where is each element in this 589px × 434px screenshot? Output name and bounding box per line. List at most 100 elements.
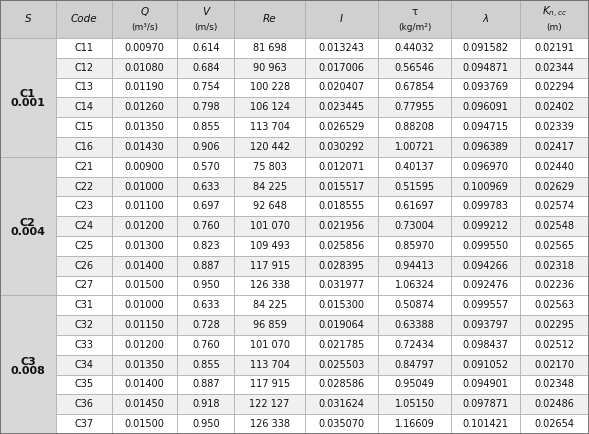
Text: 0.01100: 0.01100: [125, 201, 164, 211]
Text: 0.760: 0.760: [192, 340, 220, 350]
Bar: [177, 335, 234, 355]
Text: 0.02339: 0.02339: [535, 122, 574, 132]
Text: 0.094266: 0.094266: [462, 261, 508, 271]
Bar: [234, 157, 305, 177]
Bar: [56, 236, 111, 256]
Bar: [56, 97, 111, 117]
Text: 0.01350: 0.01350: [124, 360, 164, 370]
Bar: [56, 78, 111, 97]
Text: C35: C35: [74, 379, 93, 389]
Text: 0.094871: 0.094871: [462, 62, 508, 73]
Bar: [234, 38, 305, 58]
Text: 1.00721: 1.00721: [395, 142, 435, 152]
Text: 0.093769: 0.093769: [462, 82, 508, 92]
Bar: [520, 395, 589, 414]
Bar: [305, 335, 378, 355]
Text: 0.021956: 0.021956: [319, 221, 365, 231]
Text: 0.018555: 0.018555: [319, 201, 365, 211]
Text: 0.02512: 0.02512: [534, 340, 575, 350]
Text: 0.01000: 0.01000: [125, 300, 164, 310]
Bar: [451, 97, 520, 117]
Bar: [111, 355, 177, 375]
Bar: [451, 78, 520, 97]
Bar: [0, 296, 56, 434]
Text: 0.01190: 0.01190: [125, 82, 164, 92]
Bar: [305, 355, 378, 375]
Bar: [305, 0, 378, 38]
Text: 0.013243: 0.013243: [319, 43, 365, 53]
Text: (m/s): (m/s): [194, 23, 217, 32]
Bar: [305, 395, 378, 414]
Text: 122 127: 122 127: [250, 399, 290, 409]
Bar: [520, 157, 589, 177]
Text: 0.094901: 0.094901: [462, 379, 508, 389]
Bar: [111, 414, 177, 434]
Bar: [177, 157, 234, 177]
Bar: [451, 276, 520, 296]
Bar: [305, 78, 378, 97]
Text: S: S: [25, 14, 31, 24]
Text: 96 859: 96 859: [253, 320, 287, 330]
Bar: [234, 78, 305, 97]
Bar: [378, 137, 451, 157]
Text: V: V: [202, 7, 209, 17]
Bar: [234, 97, 305, 117]
Text: C32: C32: [74, 320, 93, 330]
Bar: [111, 137, 177, 157]
Bar: [451, 157, 520, 177]
Bar: [305, 216, 378, 236]
Text: 0.031624: 0.031624: [319, 399, 365, 409]
Bar: [305, 137, 378, 157]
Text: (m): (m): [547, 23, 562, 32]
Text: 0.100969: 0.100969: [462, 181, 508, 191]
Bar: [520, 256, 589, 276]
Text: C11: C11: [74, 43, 93, 53]
Text: 0.01400: 0.01400: [125, 261, 164, 271]
Bar: [234, 395, 305, 414]
Bar: [0, 0, 56, 38]
Text: 0.51595: 0.51595: [395, 181, 435, 191]
Bar: [305, 38, 378, 58]
Text: 0.88208: 0.88208: [395, 122, 435, 132]
Bar: [451, 256, 520, 276]
Text: C21: C21: [74, 162, 93, 172]
Text: C13: C13: [74, 82, 93, 92]
Bar: [111, 216, 177, 236]
Text: C27: C27: [74, 280, 93, 290]
Text: 0.025856: 0.025856: [319, 241, 365, 251]
Bar: [378, 78, 451, 97]
Text: Code: Code: [70, 14, 97, 24]
Text: 0.950: 0.950: [192, 419, 220, 429]
Bar: [177, 38, 234, 58]
Text: 0.01500: 0.01500: [124, 419, 164, 429]
Text: 113 704: 113 704: [250, 122, 290, 132]
Text: 0.097871: 0.097871: [462, 399, 509, 409]
Text: 126 338: 126 338: [250, 419, 290, 429]
Bar: [234, 216, 305, 236]
Text: C1: C1: [20, 89, 36, 99]
Bar: [0, 157, 56, 296]
Bar: [234, 414, 305, 434]
Bar: [111, 38, 177, 58]
Bar: [177, 236, 234, 256]
Text: C24: C24: [74, 221, 93, 231]
Text: 117 915: 117 915: [250, 379, 290, 389]
Text: C22: C22: [74, 181, 93, 191]
Bar: [234, 315, 305, 335]
Text: 1.06324: 1.06324: [395, 280, 435, 290]
Bar: [520, 0, 589, 38]
Text: 0.728: 0.728: [192, 320, 220, 330]
Text: 126 338: 126 338: [250, 280, 290, 290]
Bar: [451, 0, 520, 38]
Bar: [451, 117, 520, 137]
Text: 0.02486: 0.02486: [535, 399, 574, 409]
Text: (m³/s): (m³/s): [131, 23, 158, 32]
Bar: [177, 216, 234, 236]
Bar: [111, 157, 177, 177]
Text: 81 698: 81 698: [253, 43, 286, 53]
Text: 0.570: 0.570: [192, 162, 220, 172]
Bar: [378, 97, 451, 117]
Bar: [378, 414, 451, 434]
Text: 84 225: 84 225: [253, 300, 287, 310]
Text: C3: C3: [20, 357, 36, 367]
